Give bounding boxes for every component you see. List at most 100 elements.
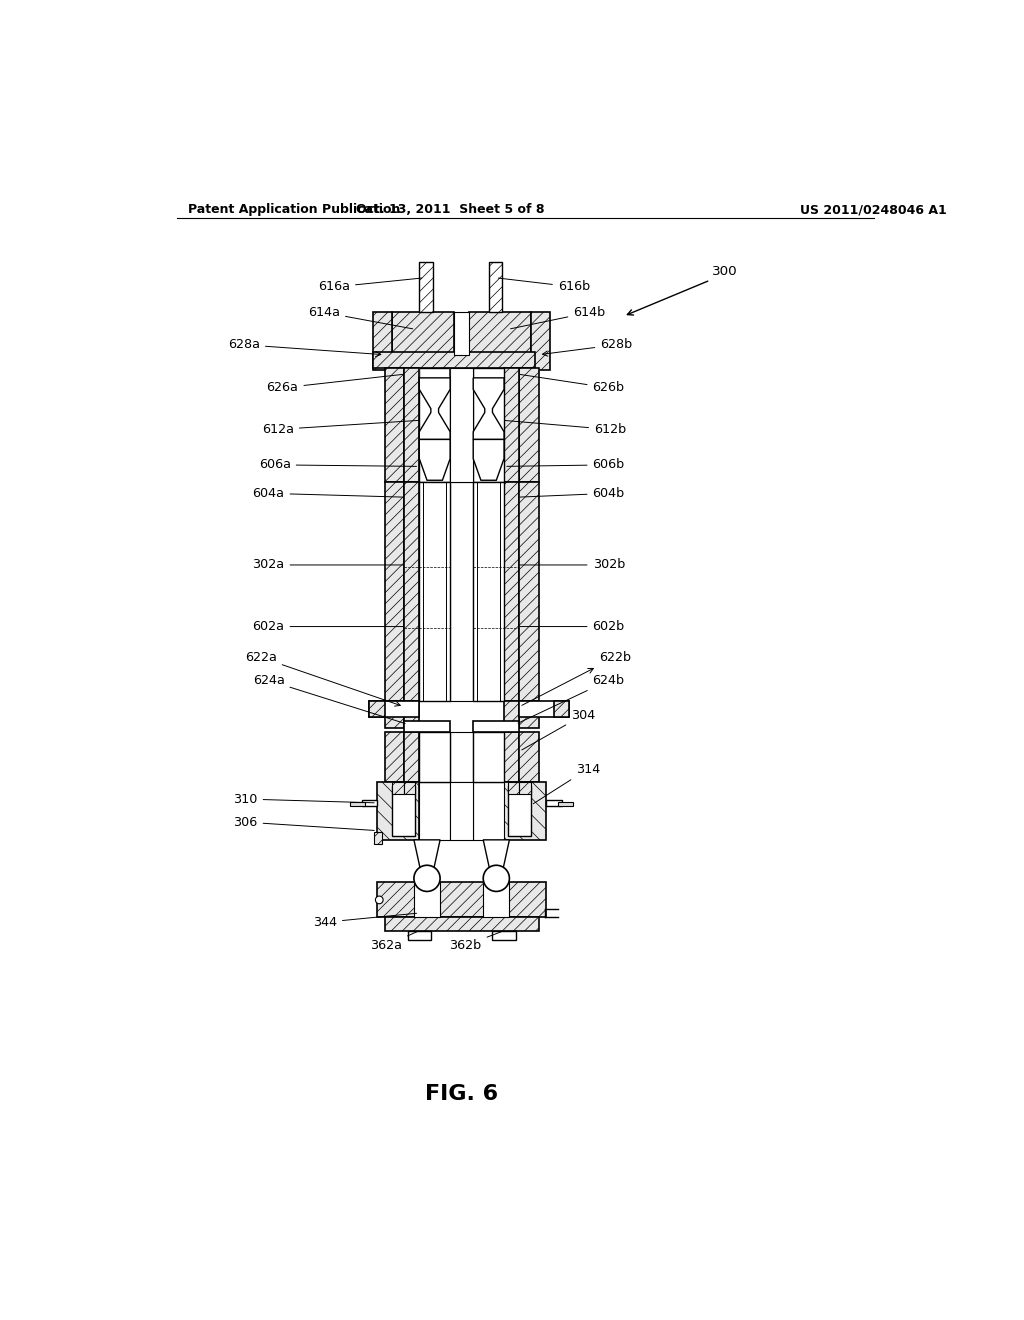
Text: 362a: 362a: [371, 932, 417, 952]
Text: Patent Application Publication: Patent Application Publication: [188, 203, 400, 216]
Polygon shape: [473, 378, 504, 440]
Bar: [451, 368, 473, 482]
Text: 626a: 626a: [266, 375, 403, 395]
Text: 614b: 614b: [511, 306, 605, 329]
Text: US 2011/0248046 A1: US 2011/0248046 A1: [801, 203, 947, 216]
Bar: [408, 931, 431, 940]
Bar: [403, 781, 416, 793]
Text: 616a: 616a: [318, 279, 422, 293]
Bar: [392, 313, 454, 355]
Polygon shape: [419, 378, 451, 440]
Bar: [554, 701, 569, 717]
Bar: [419, 733, 451, 781]
Bar: [483, 882, 509, 917]
Bar: [350, 803, 366, 807]
Circle shape: [483, 866, 509, 891]
Bar: [385, 701, 403, 729]
Bar: [419, 263, 433, 313]
Bar: [403, 368, 419, 482]
Text: 300: 300: [712, 265, 737, 279]
Bar: [558, 803, 573, 807]
Bar: [373, 352, 535, 368]
Text: Oct. 13, 2011  Sheet 5 of 8: Oct. 13, 2011 Sheet 5 of 8: [356, 203, 545, 216]
Bar: [488, 263, 503, 313]
Bar: [519, 701, 569, 717]
Bar: [419, 368, 451, 482]
Bar: [385, 733, 403, 781]
Bar: [419, 781, 451, 840]
Bar: [504, 482, 519, 701]
Text: 606b: 606b: [507, 458, 625, 471]
Text: 616b: 616b: [499, 279, 590, 293]
Bar: [504, 701, 519, 729]
Text: FIG. 6: FIG. 6: [425, 1084, 499, 1104]
Bar: [504, 368, 519, 482]
Bar: [374, 832, 382, 843]
Circle shape: [414, 866, 440, 891]
Bar: [451, 781, 473, 840]
Bar: [493, 931, 515, 940]
Bar: [377, 882, 547, 917]
Text: 628b: 628b: [543, 338, 633, 356]
Text: 624b: 624b: [518, 675, 625, 723]
Text: 628a: 628a: [228, 338, 381, 356]
Bar: [449, 368, 451, 376]
Text: 602b: 602b: [520, 620, 625, 634]
Bar: [454, 313, 469, 355]
Bar: [414, 882, 440, 917]
Text: 314: 314: [534, 763, 600, 804]
Bar: [419, 482, 451, 701]
Text: 604b: 604b: [520, 487, 625, 500]
Bar: [519, 482, 539, 701]
Bar: [547, 800, 562, 807]
Bar: [504, 781, 547, 840]
Bar: [451, 733, 473, 781]
Bar: [361, 800, 377, 807]
Bar: [508, 785, 531, 836]
Bar: [403, 721, 451, 733]
Text: 614a: 614a: [308, 306, 413, 329]
Bar: [392, 781, 403, 793]
Polygon shape: [414, 840, 440, 882]
Bar: [373, 313, 392, 370]
Text: 344: 344: [312, 913, 417, 929]
Text: 304: 304: [522, 709, 595, 750]
Bar: [392, 785, 416, 836]
Text: 612a: 612a: [262, 420, 419, 436]
Bar: [451, 482, 473, 701]
Text: 302b: 302b: [520, 558, 625, 572]
Bar: [385, 917, 539, 931]
Text: 362b: 362b: [450, 932, 502, 952]
Polygon shape: [483, 840, 509, 882]
Bar: [370, 701, 419, 717]
Bar: [403, 701, 419, 729]
Text: 612b: 612b: [505, 421, 627, 436]
Circle shape: [376, 896, 383, 904]
Bar: [508, 781, 519, 793]
Bar: [377, 781, 419, 840]
Bar: [473, 721, 519, 733]
Text: 606a: 606a: [259, 458, 417, 471]
Bar: [519, 781, 531, 793]
Text: 622b: 622b: [522, 651, 631, 705]
Polygon shape: [419, 440, 451, 480]
Text: 302a: 302a: [253, 558, 403, 572]
Bar: [403, 733, 419, 781]
Text: 602a: 602a: [253, 620, 403, 634]
Bar: [469, 313, 531, 355]
Text: 604a: 604a: [253, 487, 403, 500]
Bar: [385, 482, 403, 701]
Bar: [519, 368, 539, 482]
Text: 310: 310: [233, 792, 374, 805]
Text: 306: 306: [233, 816, 374, 830]
Bar: [370, 701, 385, 717]
Bar: [504, 733, 519, 781]
Text: 622a: 622a: [245, 651, 400, 706]
Text: 626b: 626b: [520, 375, 625, 395]
Bar: [519, 733, 539, 781]
Bar: [473, 781, 504, 840]
Bar: [473, 368, 504, 482]
Polygon shape: [473, 440, 504, 480]
Bar: [403, 482, 419, 701]
Bar: [473, 733, 504, 781]
